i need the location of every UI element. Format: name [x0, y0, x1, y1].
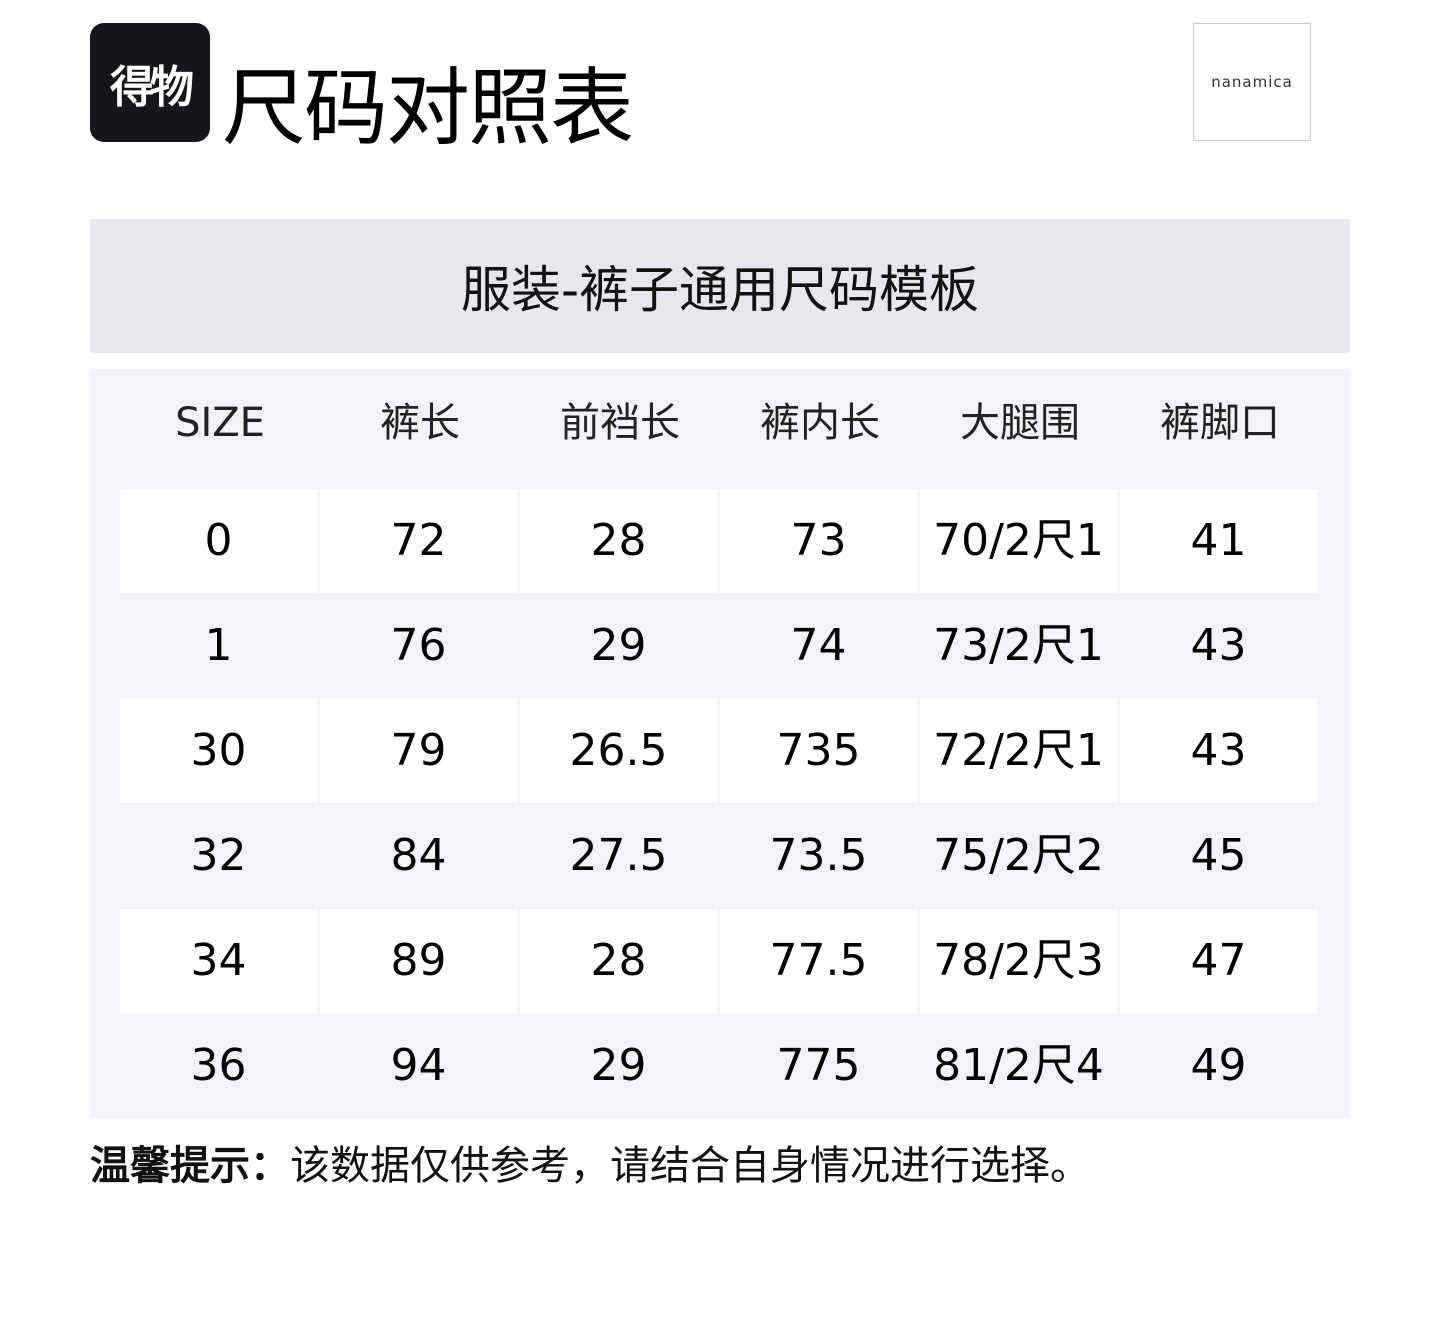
table-cell: 28 [520, 909, 717, 1013]
table-cell: 47 [1120, 909, 1317, 1013]
dewu-logo: 得物 [90, 23, 210, 142]
table-cell: 32 [190, 830, 247, 881]
table-cell: 74 [790, 620, 847, 671]
table-row: 34 89 28 77.5 78/2尺3 47 [120, 909, 1320, 1013]
table-header: SIZE 裤长 前裆长 裤内长 大腿围 裤脚口 [120, 369, 1320, 477]
table-row: 0 72 28 73 70/2尺1 41 [120, 489, 1320, 593]
table-cell: 72 [320, 489, 517, 593]
table-cell: 77.5 [720, 909, 917, 1013]
table-cell: 73 [720, 489, 917, 593]
size-table: SIZE 裤长 前裆长 裤内长 大腿围 裤脚口 0 72 28 73 70/2尺1 41 1 76 29 7… [90, 369, 1350, 1118]
table-cell: 73/2尺1 [933, 620, 1104, 671]
column-header: 裤长 [380, 400, 460, 446]
page-title: 尺码对照表 [222, 59, 634, 157]
table-cell: 30 [120, 699, 317, 803]
table-cell: 735 [720, 699, 917, 803]
table-cell: 775 [776, 1040, 861, 1091]
tip-text: 该数据仅供参考，请结合自身情况进行选择。 [290, 1143, 1090, 1189]
table-cell: 1 [204, 620, 233, 671]
table-cell: 89 [320, 909, 517, 1013]
table-cell: 29 [590, 1040, 647, 1091]
table-row: 32 84 27.5 73.5 75/2尺2 45 [120, 804, 1320, 908]
table-cell: 27.5 [569, 830, 668, 881]
table-cell: 79 [320, 699, 517, 803]
table-cell: 45 [1190, 830, 1247, 881]
column-header: 大腿围 [960, 400, 1080, 446]
template-title: 服装-裤子通用尺码模板 [90, 219, 1350, 353]
table-cell: 73.5 [769, 830, 868, 881]
table-cell: 0 [120, 489, 317, 593]
table-cell: 36 [190, 1040, 247, 1091]
column-header: 前裆长 [560, 400, 680, 446]
table-row: 36 94 29 775 81/2尺4 49 [120, 1014, 1320, 1118]
table-row: 1 76 29 74 73/2尺1 43 [120, 594, 1320, 698]
table-cell: 34 [120, 909, 317, 1013]
table-cell: 26.5 [520, 699, 717, 803]
table-cell: 29 [590, 620, 647, 671]
table-cell: 49 [1190, 1040, 1247, 1091]
table-cell: 78/2尺3 [920, 909, 1117, 1013]
table-cell: 72/2尺1 [920, 699, 1117, 803]
table-cell: 43 [1190, 620, 1247, 671]
table-cell: 75/2尺2 [933, 830, 1104, 881]
brand-logo: nanamica [1193, 23, 1311, 141]
tip-label: 温馨提示： [90, 1143, 290, 1189]
table-cell: 70/2尺1 [920, 489, 1117, 593]
tip: 温馨提示：该数据仅供参考，请结合自身情况进行选择。 [90, 1140, 1090, 1192]
column-header: 裤内长 [760, 400, 880, 446]
table-row: 30 79 26.5 735 72/2尺1 43 [120, 699, 1320, 803]
table-cell: 28 [520, 489, 717, 593]
table-cell: 41 [1120, 489, 1317, 593]
table-cell: 94 [390, 1040, 447, 1091]
table-cell: 81/2尺4 [933, 1040, 1104, 1091]
column-header: SIZE [175, 400, 265, 446]
table-cell: 84 [390, 830, 447, 881]
table-cell: 76 [390, 620, 447, 671]
column-header: 裤脚口 [1160, 400, 1280, 446]
table-cell: 43 [1120, 699, 1317, 803]
